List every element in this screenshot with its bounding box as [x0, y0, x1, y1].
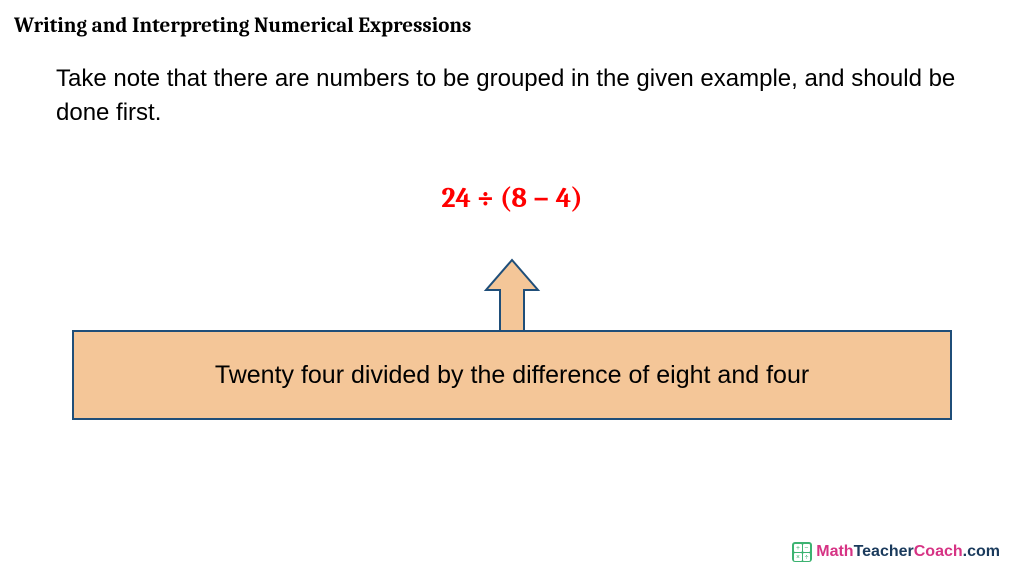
page-title: Writing and Interpreting Numerical Expre… [14, 14, 471, 38]
math-expression: 24 ÷ (8 − 4) [0, 182, 1024, 214]
logo: + − × ÷ MathTeacherCoach.com [792, 542, 1000, 562]
logo-text: MathTeacherCoach.com [816, 543, 1000, 561]
callout-text: Twenty four divided by the difference of… [215, 361, 809, 390]
logo-icon: + − × ÷ [792, 542, 812, 562]
instruction-text: Take note that there are numbers to be g… [56, 62, 964, 129]
arrow-icon [482, 258, 542, 339]
callout-box: Twenty four divided by the difference of… [72, 330, 952, 420]
